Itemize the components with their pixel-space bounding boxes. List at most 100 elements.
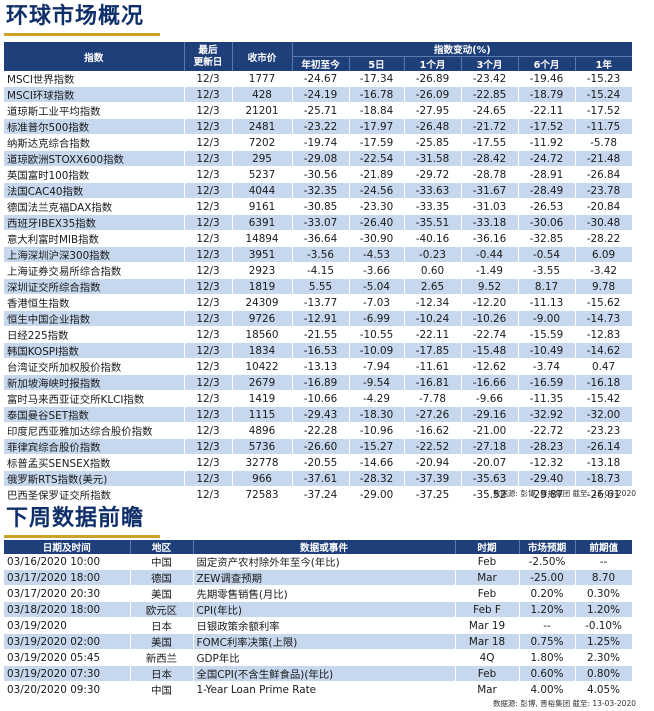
table-row: 道琼斯工业平均指数 12/3 21201 -25.71 -18.84 -27.95 -24.… [4,102,633,119]
cell-previous: 8.70 [575,569,633,587]
cell-chg-6m: -3.55 [518,262,576,279]
table-row: 韩国KOSPI指数 12/3 1834 -16.53 -10.09 -17.85 -15.4… [4,342,633,359]
table-row: 03/19/2020 05:45 新西兰 GDP年比 4Q 1.80% 2.30% [4,649,633,667]
cell-chg-1y: -26.84 [575,166,633,183]
col-header-previous: 前期值 [575,540,632,554]
cell-chg-6m: -0.54 [518,246,576,263]
cell-event: 1-Year Loan Prime Rate [193,681,456,699]
col-header-date-line2: 更新日 [193,56,223,68]
cell-chg-1m: -37.25 [404,486,462,503]
col-header-forecast: 市场预期 [519,540,576,554]
cell-chg-3m: -24.65 [461,102,519,119]
cell-chg-3m: -31.67 [461,182,519,199]
cell-close-price: 32778 [232,454,293,471]
table-row: 03/17/2020 20:30 美国 先期零售销售(月比) Feb 0.20% 0.30… [4,585,633,603]
table-row: 英国富时100指数 12/3 5237 -30.56 -21.89 -29.72 -28.7… [4,166,633,183]
cell-chg-5d: -18.30 [349,406,405,423]
cell-forecast: 1.20% [519,601,576,619]
cell-index-name: MSCI世界指数 [4,71,185,87]
cell-datetime: 03/19/2020 02:00 [4,633,131,651]
cell-index-name: 西班牙IBEX35指数 [4,214,185,231]
cell-region: 中国 [130,554,194,571]
cell-forecast: 4.00% [519,681,576,699]
cell-close-price: 3951 [232,246,293,263]
cell-close-price: 2923 [232,262,293,279]
cell-chg-6m: -15.59 [518,326,576,343]
cell-chg-1m: -26.48 [404,118,462,135]
cell-chg-1y: -14.62 [575,342,633,359]
cell-region: 美国 [130,585,194,603]
cell-chg-1m: -10.24 [404,310,462,327]
cell-chg-5d: -17.59 [349,134,405,151]
cell-chg-3m: -33.18 [461,214,519,231]
cell-chg-ytd: -3.56 [292,246,350,263]
cell-index-name: 标准普尔500指数 [4,118,185,135]
cell-chg-5d: -28.32 [349,470,405,487]
cell-close-price: 21201 [232,102,293,119]
cell-index-name: 法国CAC40指数 [4,182,185,199]
cell-chg-5d: -10.96 [349,422,405,439]
cell-chg-1m: -33.35 [404,198,462,215]
cell-chg-ytd: -16.53 [292,342,350,359]
cell-chg-1y: 6.09 [575,246,633,263]
table-row: 道琼欧洲STOXX600指数 12/3 295 -29.08 -22.54 -31.58-… [4,150,633,167]
cell-chg-5d: -21.89 [349,166,405,183]
cell-close-price: 72583 [232,486,293,503]
cell-chg-6m: 8.17 [518,278,576,295]
table-row: 标普孟买SENSEX指数 12/3 32778 -20.55 -14.66 -20.94-… [4,454,633,471]
cell-event: 先期零售销售(月比) [193,585,456,603]
cell-chg-5d: -16.78 [349,86,405,103]
cell-chg-5d: -30.90 [349,230,405,247]
col-header-date-line1: 最后 [198,44,218,56]
cell-update-date: 12/3 [184,214,233,231]
cell-chg-5d: -3.66 [349,262,405,279]
cell-chg-ytd: -10.66 [292,390,350,407]
cell-chg-6m: -28.91 [518,166,576,183]
cell-close-price: 5237 [232,166,293,183]
col-header-date: 最后 更新日 [184,42,233,71]
cell-index-name: 恒生中国企业指数 [4,310,185,327]
cell-index-name: 韩国KOSPI指数 [4,342,185,359]
cell-index-name: 道琼欧洲STOXX600指数 [4,150,185,167]
cell-forecast: -2.50% [519,554,576,571]
cell-forecast: -- [519,617,576,635]
cell-chg-1y: -26.61 [575,486,633,503]
cell-chg-1m: -26.89 [404,71,462,87]
cell-event: GDP年比 [193,649,456,667]
cell-chg-1m: -40.16 [404,230,462,247]
cell-index-name: 意大利富时MIB指数 [4,230,185,247]
cell-chg-6m: -3.74 [518,358,576,375]
cell-chg-3m: -22.85 [461,86,519,103]
cell-chg-6m: -29.40 [518,470,576,487]
cell-chg-6m: -26.53 [518,198,576,215]
cell-update-date: 12/3 [184,358,233,375]
cell-chg-3m: -16.66 [461,374,519,391]
cell-chg-6m: -32.92 [518,406,576,423]
cell-datetime: 03/18/2020 18:00 [4,601,131,619]
cell-close-price: 428 [232,86,293,103]
cell-chg-1y: -15.42 [575,390,633,407]
cell-chg-1m: -17.85 [404,342,462,359]
cell-chg-3m: -17.55 [461,134,519,151]
cell-close-price: 7202 [232,134,293,151]
cell-update-date: 12/3 [184,310,233,327]
table-row: 台湾证交所加权股价指数 12/3 10422 -13.13 -7.94 -11.61 -12… [4,358,633,375]
cell-close-price: 1819 [232,278,293,295]
markets-source-note: 数据源: 彭博, 晋裕集团 截至: 13-03-2020 [492,489,636,498]
cell-chg-6m: -16.59 [518,374,576,391]
calendar-source-note: 数据源: 彭博, 晋裕集团 截至: 13-03-2020 [492,699,636,708]
cell-chg-6m: -10.49 [518,342,576,359]
cell-previous: -- [575,554,633,571]
cell-chg-1y: -21.48 [575,150,633,167]
cell-chg-5d: -10.55 [349,326,405,343]
cell-update-date: 12/3 [184,102,233,119]
cell-chg-1m: 2.65 [404,278,462,295]
markets-title-underline [4,33,160,36]
cell-chg-1m: -37.39 [404,470,462,487]
cell-update-date: 12/3 [184,470,233,487]
cell-chg-5d: -22.54 [349,150,405,167]
table-row: 法国CAC40指数 12/3 4044 -32.35 -24.56 -33.63 -31.6… [4,182,633,199]
cell-chg-1y: -14.73 [575,310,633,327]
cell-chg-6m: -11.13 [518,294,576,311]
cell-region: 中国 [130,681,194,699]
